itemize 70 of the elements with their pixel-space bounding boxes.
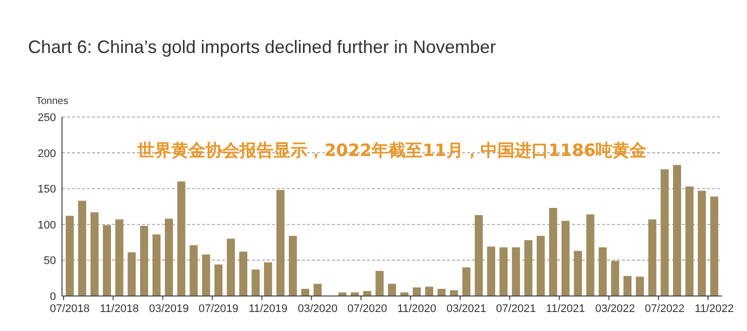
bar — [512, 247, 520, 296]
bar — [288, 236, 297, 296]
bar — [586, 214, 594, 296]
x-tick-label: 03/2020 — [298, 303, 338, 315]
bar — [660, 169, 669, 296]
x-tick-label: 07/2021 — [496, 303, 536, 315]
y-tick-label: 200 — [38, 148, 56, 160]
bar — [549, 208, 558, 296]
x-tick-label: 11/2019 — [248, 303, 288, 315]
bar — [698, 190, 706, 296]
bar — [376, 270, 384, 296]
bar — [66, 216, 74, 296]
bar — [115, 219, 124, 296]
x-tick-label: 11/2021 — [546, 303, 585, 315]
x-tick-label: 11/2022 — [694, 303, 734, 315]
bar — [673, 164, 682, 296]
bar — [438, 288, 446, 296]
bar — [301, 288, 310, 296]
bar — [190, 245, 198, 296]
x-tick-label: 11/2018 — [100, 303, 139, 315]
bar — [164, 218, 173, 296]
bar — [128, 252, 136, 296]
bar — [474, 215, 483, 296]
bar — [264, 262, 272, 296]
bar — [214, 264, 223, 296]
bar — [462, 267, 470, 296]
bar — [524, 240, 532, 296]
x-tick-label: 03/2022 — [595, 303, 635, 315]
y-tick-label: 0 — [50, 291, 56, 303]
bar — [636, 276, 644, 296]
chart-title: Chart 6: China’s gold imports declined further in November — [28, 37, 496, 57]
bar — [487, 246, 496, 296]
bar — [102, 225, 111, 296]
bar — [500, 247, 508, 296]
bar — [226, 238, 235, 296]
x-tick-label: 03/2019 — [149, 303, 189, 315]
x-tick-label: 07/2018 — [50, 303, 90, 315]
bar — [90, 212, 99, 296]
y-axis-title: Tonnes — [36, 96, 68, 107]
x-tick-label: 11/2020 — [397, 303, 436, 315]
x-tick-label: 07/2020 — [347, 303, 388, 315]
y-tick-label: 50 — [44, 255, 56, 268]
annotation: 世界黄金协会报告显示，2022年截至11月，中国进口1186吨黄金 — [136, 141, 647, 161]
y-tick-label: 100 — [38, 219, 56, 232]
bar — [412, 287, 421, 296]
bar — [314, 284, 322, 296]
bar — [536, 236, 545, 296]
bar — [710, 196, 718, 296]
y-tick-label: 150 — [38, 184, 56, 196]
bar — [252, 270, 260, 296]
bar — [78, 200, 86, 296]
bar — [648, 219, 656, 296]
y-tick-label: 250 — [38, 112, 56, 124]
bar — [239, 252, 248, 296]
bar — [276, 190, 284, 296]
x-tick-label: 07/2019 — [198, 303, 238, 315]
bar — [425, 286, 434, 296]
bar — [598, 247, 607, 296]
bar — [202, 254, 210, 296]
bar — [140, 226, 148, 296]
x-tick-label: 07/2022 — [644, 303, 685, 315]
bar — [152, 234, 161, 296]
bar — [561, 220, 570, 296]
bar — [388, 284, 396, 296]
bar — [611, 260, 620, 296]
bar — [574, 250, 582, 296]
bar — [177, 181, 186, 296]
bar — [685, 186, 694, 296]
x-tick-label: 03/2021 — [446, 303, 486, 315]
bar — [623, 276, 632, 296]
